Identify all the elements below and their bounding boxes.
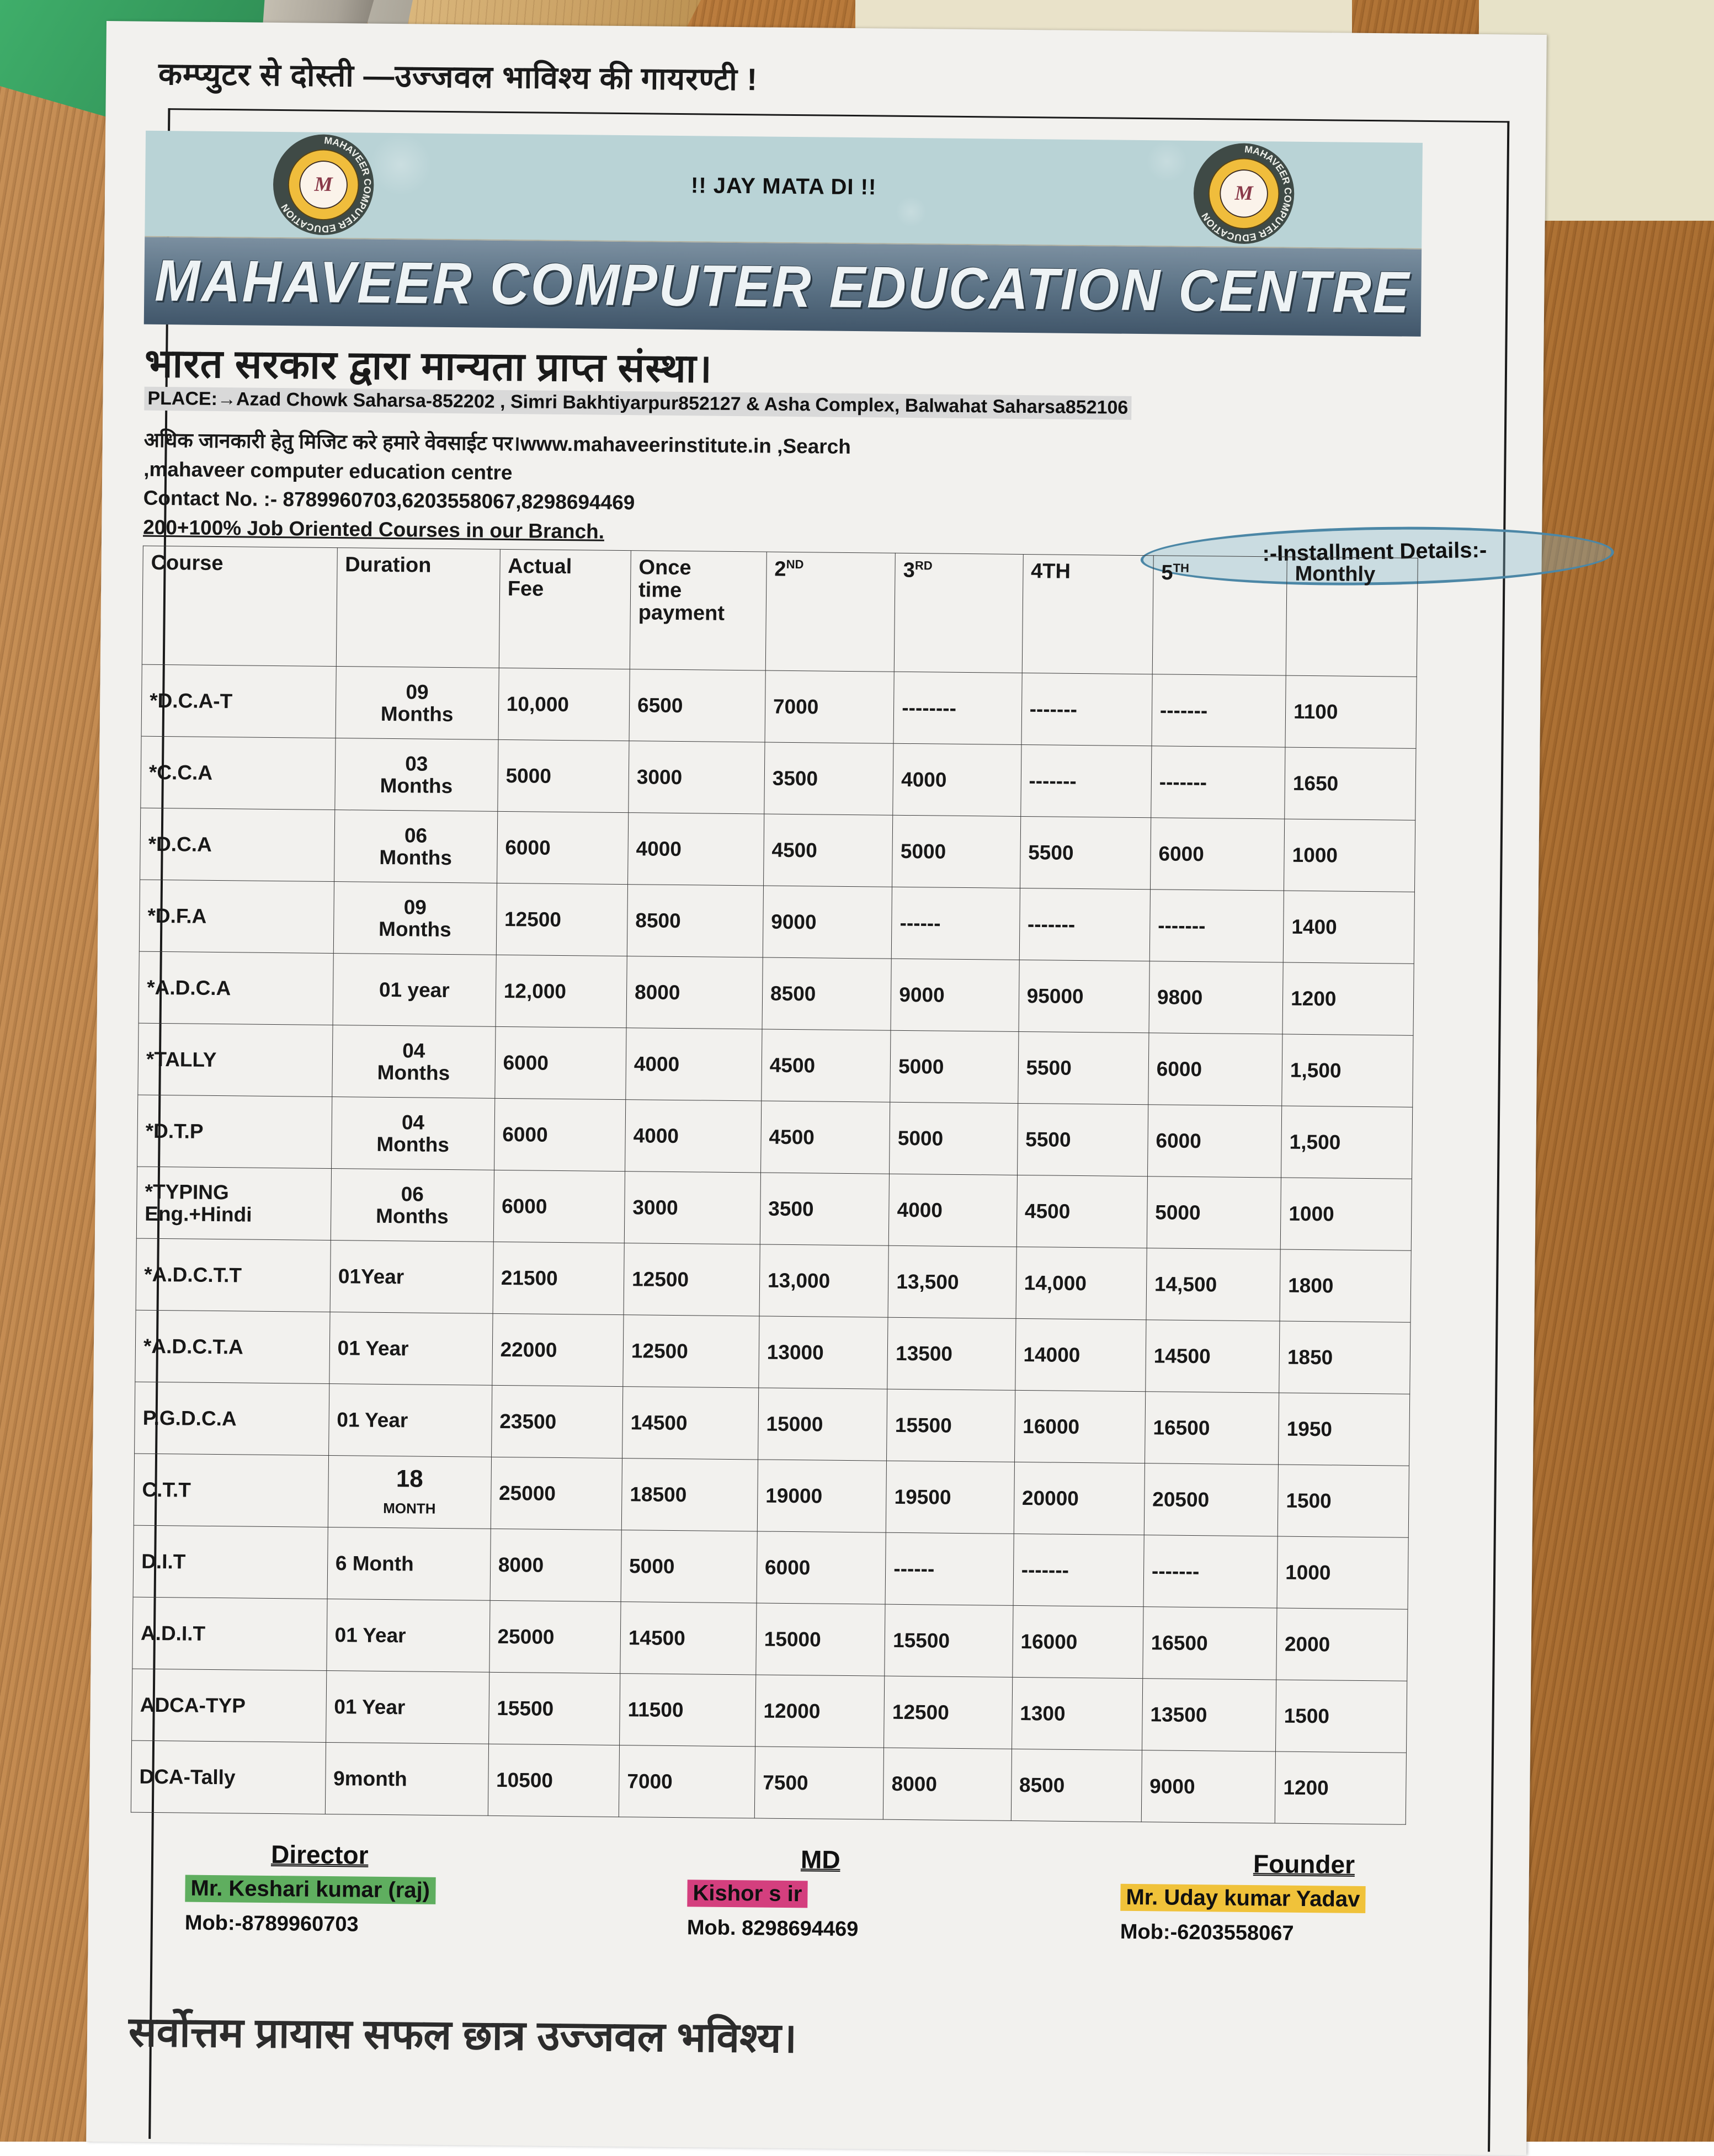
svg-text:M: M: [313, 173, 333, 196]
svg-text:M: M: [1234, 182, 1254, 205]
